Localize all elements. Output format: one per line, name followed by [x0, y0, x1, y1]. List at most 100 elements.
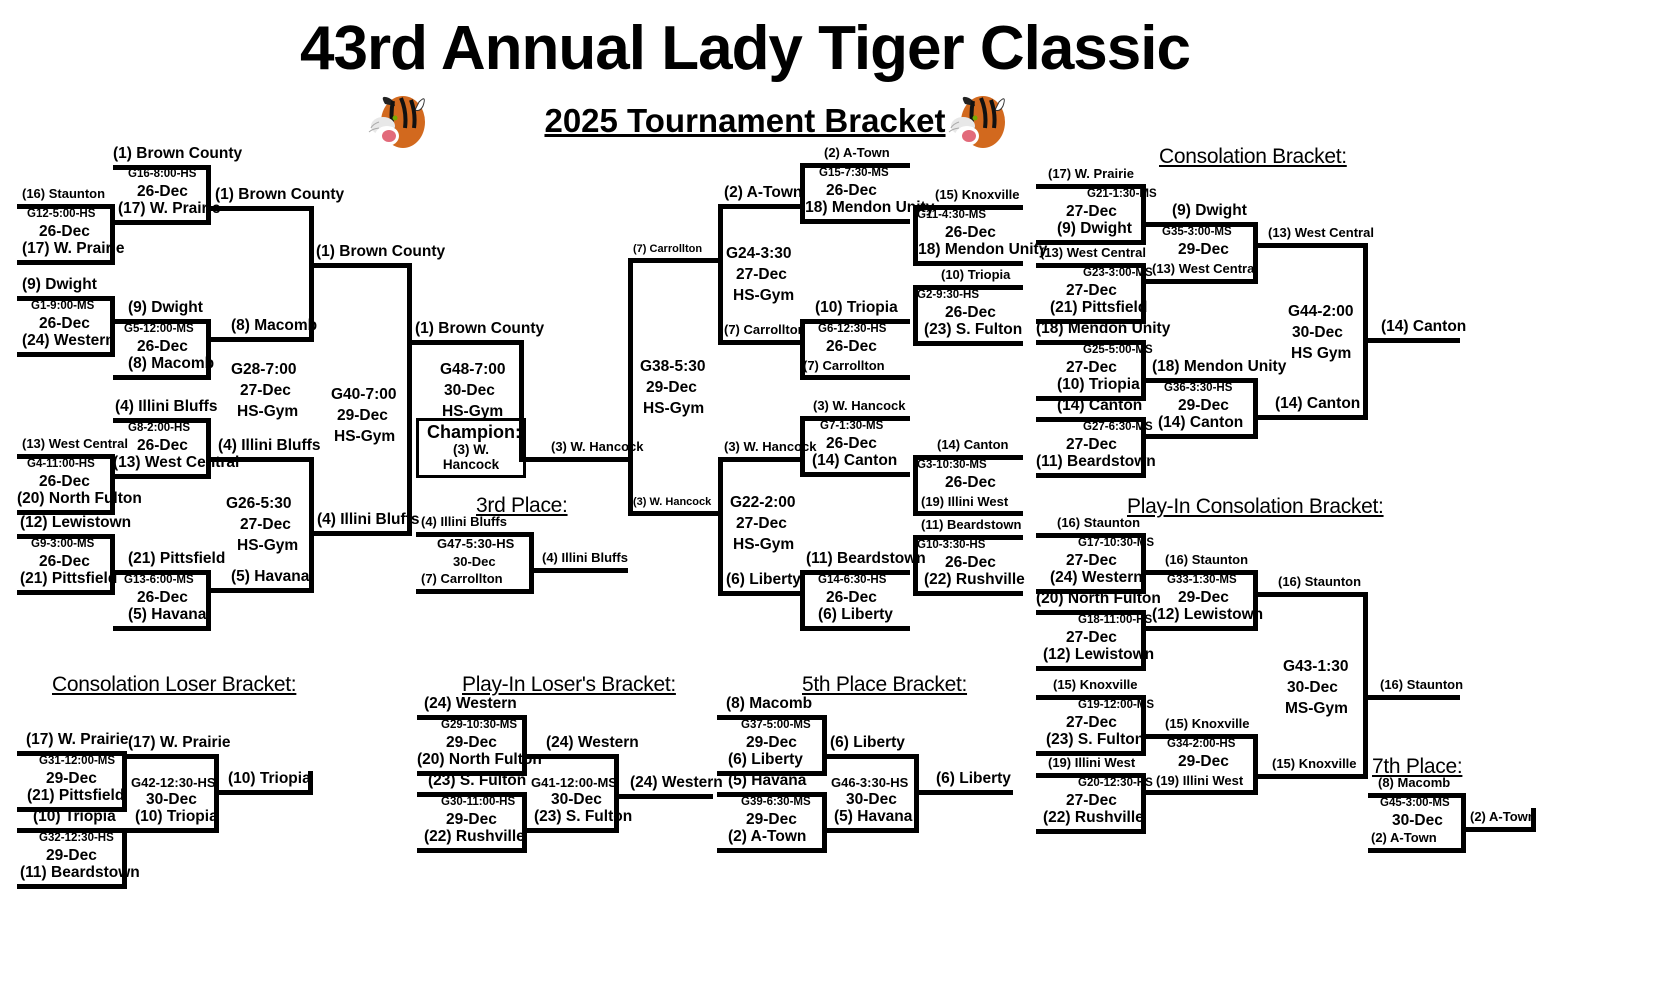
- r1-13-top: (14) Canton: [937, 437, 1009, 452]
- seventh-date: 30-Dec: [1392, 812, 1443, 829]
- cons-r1-1-top: (13) West Central: [1040, 245, 1146, 260]
- cons-final-top: (13) West Central: [1268, 225, 1374, 240]
- third-game: G47-5:30-HS: [437, 536, 515, 551]
- r1-10-game: G6-12:30-HS: [818, 323, 887, 335]
- pic-final-game: G43-1:30: [1283, 658, 1349, 675]
- qf-3-bottom: (6) Liberty: [726, 571, 801, 588]
- r1-12-top: (3) W. Hancock: [813, 398, 906, 413]
- cons-r1-3-bottom: (11) Beardstown: [1036, 453, 1156, 470]
- r1-7-game: G13-6:00-MS: [124, 574, 194, 586]
- cons-r1-1-game: G23-3:00-MS: [1083, 267, 1153, 279]
- r1-12-bottom: (14) Canton: [812, 452, 898, 469]
- pic-r1-3-game: G20-12:30-HS: [1078, 777, 1153, 789]
- qf-2-game: G24-3:30: [726, 245, 792, 262]
- pic-final-winner: (16) Staunton: [1380, 677, 1464, 692]
- r1-8-game: G15-7:30-MS: [819, 167, 889, 179]
- cl-r1-1-date: 29-Dec: [46, 847, 97, 864]
- fifth-r1-0-date: 29-Dec: [746, 734, 797, 751]
- sf-1-top: (7) Carrollton: [633, 243, 703, 255]
- cons-final-game: G44-2:00: [1288, 303, 1354, 320]
- third-top: (4) Illini Bluffs: [421, 514, 507, 529]
- pic-r2-1-date: 29-Dec: [1178, 753, 1229, 770]
- pic-r2-1-game: G34-2:00-HS: [1167, 738, 1236, 750]
- r1-13-game: G3-10:30-MS: [917, 459, 987, 471]
- r1-9-bottom: (18) Mendon Unity: [913, 241, 1048, 258]
- r1-0-game: G16-8:00-HS: [128, 168, 197, 180]
- r1-1-top: (16) Staunton: [22, 186, 106, 201]
- cons-r2-1-date: 29-Dec: [1178, 397, 1229, 414]
- r1-14-date: 26-Dec: [826, 589, 877, 606]
- r1-14-bottom: (6) Liberty: [818, 606, 893, 623]
- cl-r1-0-top: (17) W. Prairie: [26, 731, 129, 748]
- cons-final-date: 30-Dec: [1292, 324, 1343, 341]
- seventh-bottom: (2) A-Town: [1371, 830, 1437, 845]
- cl-final-winner: (10) Triopia: [228, 770, 311, 787]
- section-heading-consolation: Consolation Bracket:: [1159, 145, 1347, 168]
- r1-4-top: (4) Illini Bluffs: [115, 398, 218, 415]
- r1-0-top: (1) Brown County: [113, 145, 243, 162]
- qf-2-top: (2) A-Town: [724, 184, 803, 201]
- r1-6-bottom: (21) Pittsfield: [20, 570, 118, 587]
- pic-final-top: (16) Staunton: [1278, 574, 1362, 589]
- pic-r2-0-bottom: (12) Lewistown: [1152, 606, 1264, 623]
- fifth-r1-1-game: G39-6:30-MS: [741, 796, 811, 808]
- cons-r1-2-top: (18) Mendon Unity: [1036, 320, 1171, 337]
- pic-r1-0-top: (16) Staunton: [1057, 515, 1141, 530]
- pic-r1-2-bottom: (23) S. Fulton: [1046, 731, 1145, 748]
- qf-3-site: HS-Gym: [733, 536, 795, 553]
- sf-0-game: G40-7:00: [331, 386, 397, 403]
- qf-2-bottom: (7) Carrollton: [724, 322, 806, 337]
- cons-r2-1-top: (18) Mendon Unity: [1152, 358, 1287, 375]
- section-heading-play-in-consolation: Play-In Consolation Bracket:: [1127, 495, 1384, 518]
- qf-0-game: G28-7:00: [231, 361, 297, 378]
- third-date: 30-Dec: [453, 554, 496, 569]
- qf-3-game: G22-2:00: [730, 494, 796, 511]
- r1-1-bottom: (17) W. Prairie: [22, 240, 125, 257]
- pic-r1-0-date: 27-Dec: [1066, 552, 1117, 569]
- pil-r1-0-bottom: (20) North Fulton: [417, 751, 542, 768]
- r1-7-date: 26-Dec: [137, 589, 188, 606]
- r1-14-game: G14-6:30-HS: [818, 574, 887, 586]
- section-heading-play-in-loser: Play-In Loser's Bracket:: [462, 673, 676, 696]
- pic-r1-1-top: (20) North Fulton: [1036, 590, 1161, 607]
- qf-1-game: G26-5:30: [226, 495, 292, 512]
- pic-r1-3-bottom: (22) Rushville: [1043, 809, 1144, 826]
- cons-r1-2-date: 27-Dec: [1066, 359, 1117, 376]
- section-heading-third-place: 3rd Place:: [476, 494, 568, 517]
- pil-r1-0-top: (24) Western: [424, 695, 517, 712]
- page-title: 43rd Annual Lady Tiger Classic: [300, 14, 1191, 83]
- cl-final-top: (17) W. Prairie: [128, 734, 231, 751]
- cons-r1-3-top: (14) Canton: [1057, 397, 1143, 414]
- final-top: (1) Brown County: [415, 320, 545, 337]
- r1-15-game: G10-3:30-HS: [917, 539, 986, 551]
- pil-final-bottom: (23) S. Fulton: [534, 808, 633, 825]
- fifth-final-game: G46-3:30-HS: [831, 775, 909, 790]
- final-game: G48-7:00: [440, 361, 506, 378]
- third-winner: (4) Illini Bluffs: [542, 550, 628, 565]
- qf-0-top: (1) Brown County: [215, 186, 345, 203]
- cons-r2-0-date: 29-Dec: [1178, 241, 1229, 258]
- r1-6-game: G9-3:00-MS: [31, 538, 95, 550]
- third-bottom: (7) Carrollton: [421, 571, 503, 586]
- qf-3-top: (3) W. Hancock: [724, 439, 817, 454]
- r1-8-top: (2) A-Town: [824, 145, 890, 160]
- pil-r1-1-bottom: (22) Rushville: [424, 828, 525, 845]
- pic-r1-0-game: G17-10:30-MS: [1078, 537, 1155, 549]
- sf-0-bottom: (4) Illini Bluffs: [317, 511, 420, 528]
- cl-r1-1-bottom: (11) Beardstown: [20, 864, 140, 881]
- pil-final-winner: (24) Western: [630, 774, 723, 791]
- pic-r2-0-game: G33-1:30-MS: [1167, 574, 1237, 586]
- r1-8-date: 26-Dec: [826, 182, 877, 199]
- r1-3-game: G5-12:00-MS: [124, 323, 194, 335]
- pil-r1-0-game: G29-10:30-MS: [441, 719, 518, 731]
- cons-r1-3-game: G27-6:30-MS: [1083, 421, 1153, 433]
- qf-2-date: 27-Dec: [736, 266, 787, 283]
- pic-final-site: MS-Gym: [1285, 700, 1348, 717]
- qf-2-site: HS-Gym: [733, 287, 795, 304]
- cl-r1-0-game: G31-12:00-MS: [39, 755, 116, 767]
- pil-final-top: (24) Western: [546, 734, 639, 751]
- cl-r1-1-top: (10) Triopia: [33, 808, 116, 825]
- pic-r1-3-date: 27-Dec: [1066, 792, 1117, 809]
- r1-12-game: G7-1:30-MS: [820, 420, 884, 432]
- seventh-top: (8) Macomb: [1378, 775, 1451, 790]
